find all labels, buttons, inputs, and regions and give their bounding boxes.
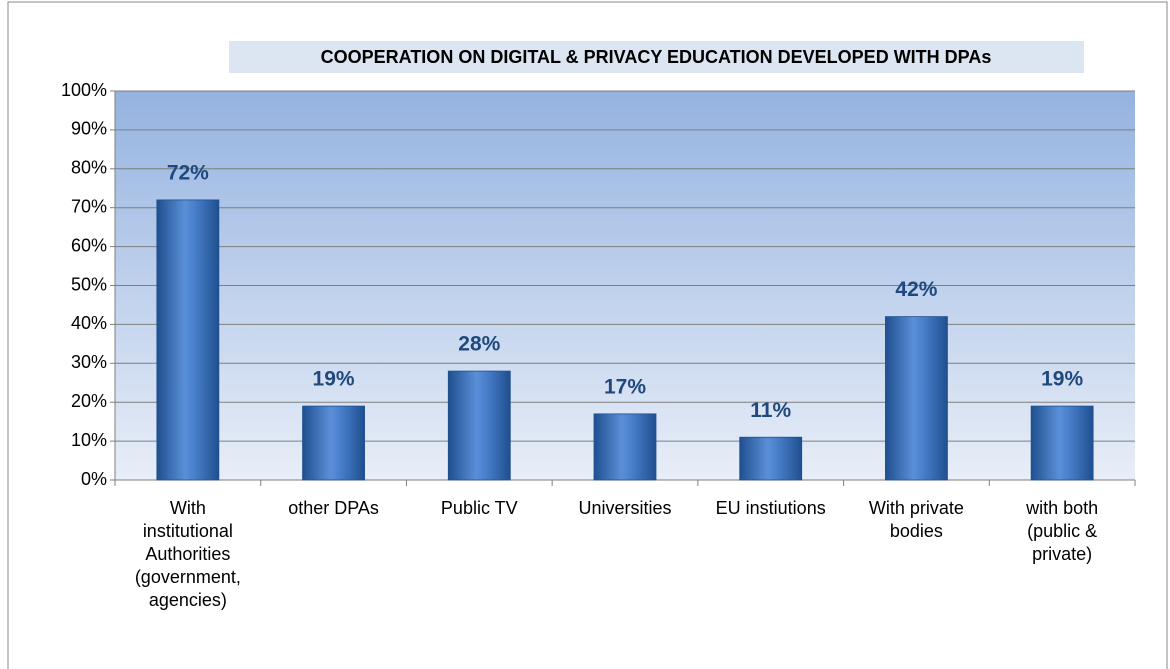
x-tick-label: EU instiutions	[715, 498, 826, 518]
bar	[156, 199, 220, 481]
y-tick-label: 0%	[81, 469, 107, 489]
y-tick-label: 90%	[71, 119, 107, 139]
bar	[302, 405, 365, 481]
data-label: 42%	[895, 278, 937, 301]
data-label: 72%	[167, 161, 209, 184]
x-tick-label: Universities	[578, 498, 672, 518]
y-tick-label: 60%	[71, 235, 107, 255]
x-tick-label: Public TV	[440, 498, 518, 518]
x-tick-label: With institutional Authorities (governme…	[134, 498, 241, 610]
x-tick-label: with both (public & private)	[1026, 498, 1099, 564]
y-tick-label: 100%	[61, 80, 107, 100]
frame	[7, 1, 1168, 669]
y-tick-label: 20%	[71, 391, 107, 411]
bar	[593, 413, 657, 481]
bar	[739, 436, 803, 481]
y-tick-label: 50%	[71, 274, 107, 294]
data-label: 28%	[458, 333, 500, 356]
y-tick-label: 70%	[71, 196, 107, 216]
title-box	[229, 41, 1084, 73]
chart-title: COOPERATION ON DIGITAL & PRIVACY EDUCATI…	[321, 47, 992, 67]
data-label: 19%	[1041, 368, 1083, 391]
data-label: 19%	[313, 368, 355, 391]
x-tick-label: other DPAs	[288, 498, 379, 518]
y-tick-label: 30%	[71, 352, 107, 372]
bar	[885, 316, 948, 481]
data-label: 11%	[750, 399, 791, 422]
y-tick-label: 10%	[71, 430, 107, 450]
x-tick-label: With private bodies	[868, 498, 964, 541]
bar	[1030, 405, 1094, 481]
y-tick-label: 40%	[71, 313, 107, 333]
data-label: 17%	[604, 375, 646, 398]
bar	[447, 370, 511, 481]
y-tick-label: 80%	[71, 158, 107, 178]
